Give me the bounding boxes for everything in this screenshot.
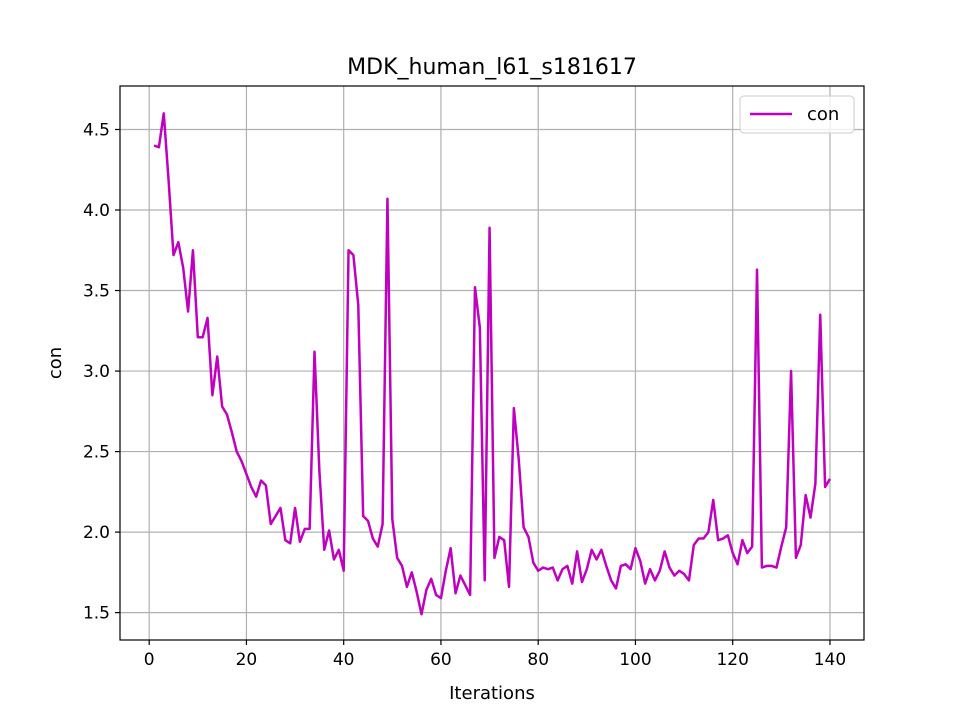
plot-frame <box>119 85 865 641</box>
legend: con <box>739 95 855 134</box>
x-tick-label: 100 <box>619 650 651 670</box>
x-axis: 0 20 40 60 80 100 120 140 <box>144 640 846 670</box>
x-tick-label: 80 <box>527 650 549 670</box>
series-line-con <box>153 112 832 616</box>
y-tick-label: 2.5 <box>83 443 110 463</box>
x-tick-label: 140 <box>814 650 846 670</box>
x-tick-label: 20 <box>236 650 258 670</box>
x-tick-label: 60 <box>430 650 452 670</box>
y-tick-label: 3.0 <box>83 362 110 382</box>
legend-label-con: con <box>807 104 839 125</box>
y-axis: 1.5 2.0 2.5 3.0 3.5 4.0 4.5 <box>83 120 120 624</box>
x-axis-label: Iterations <box>449 683 535 704</box>
y-tick-label: 4.0 <box>83 201 110 221</box>
y-tick-label: 4.5 <box>83 120 110 140</box>
series-group <box>153 112 832 616</box>
y-axis-label: con <box>45 347 66 379</box>
y-tick-label: 2.0 <box>83 523 110 543</box>
legend-box <box>739 95 855 134</box>
x-tick-label: 40 <box>333 650 355 670</box>
chart-title: MDK_human_l61_s181617 <box>347 55 637 80</box>
y-tick-label: 1.5 <box>83 604 110 624</box>
y-tick-label: 3.5 <box>83 282 110 302</box>
x-tick-label: 0 <box>144 650 155 670</box>
x-tick-label: 120 <box>716 650 748 670</box>
